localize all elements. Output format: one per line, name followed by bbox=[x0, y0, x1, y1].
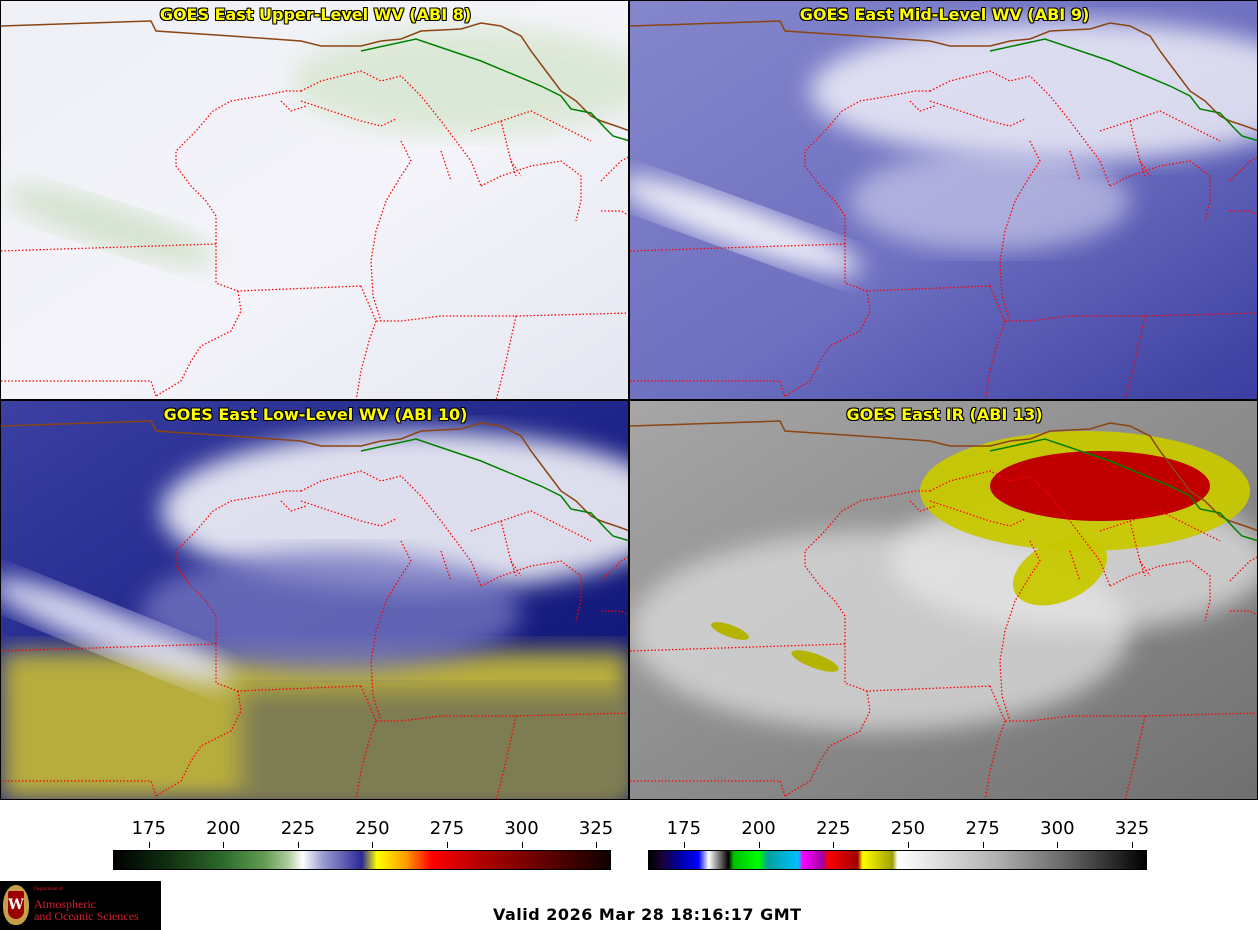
aos-logo[interactable]: W Department of Atmospheric and Oceanic … bbox=[0, 881, 161, 930]
colorbar-tick-label: 250 bbox=[355, 818, 390, 839]
colorbar-tick-label: 200 bbox=[206, 818, 241, 839]
colorbar-tick-label: 225 bbox=[816, 818, 851, 839]
colorbar-gradient bbox=[113, 850, 611, 870]
colorbar-tick-mark bbox=[446, 842, 448, 848]
colorbar-tick-mark bbox=[521, 842, 523, 848]
satellite-image-ir bbox=[630, 401, 1257, 799]
colorbar-tick-label: 200 bbox=[741, 818, 776, 839]
logo-dept-text: Department of bbox=[34, 887, 64, 892]
colorbar-tick-mark bbox=[982, 842, 984, 848]
colorbar-tick-mark bbox=[223, 842, 225, 848]
panel-ir: GOES East IR (ABI 13) bbox=[629, 400, 1258, 800]
colorbar-wv: 175 200 225 250 275 300 325 bbox=[113, 812, 614, 870]
colorbar-tick-label: 225 bbox=[280, 818, 316, 839]
colorbar-tick-label: 300 bbox=[1040, 818, 1075, 839]
panel-mid-level-wv: GOES East Mid-Level WV (ABI 9) bbox=[629, 0, 1258, 400]
colorbar-tick-mark bbox=[297, 842, 299, 848]
colorbar-ticks: 175 200 225 250 275 300 325 bbox=[113, 812, 614, 848]
colorbar-ticks: 175 200 225 250 275 300 325 bbox=[648, 812, 1150, 848]
colorbar-tick-mark bbox=[596, 842, 598, 848]
colorbar-tick-label: 275 bbox=[965, 818, 1000, 839]
logo-line1: Atmospheric bbox=[34, 897, 96, 911]
colorbar-tick-label: 175 bbox=[131, 818, 166, 839]
satellite-image-upper bbox=[1, 1, 628, 399]
satellite-image-low bbox=[1, 401, 628, 799]
colorbar-tick-mark bbox=[1132, 842, 1134, 848]
colorbar-tick-mark bbox=[758, 842, 760, 848]
colorbar-tick-label: 175 bbox=[666, 818, 702, 839]
colorbar-tick-label: 300 bbox=[504, 818, 539, 839]
colorbar-tick-mark bbox=[372, 842, 374, 848]
colorbar-gradient bbox=[648, 850, 1147, 870]
panel-low-level-wv: GOES East Low-Level WV (ABI 10) bbox=[0, 400, 629, 800]
colorbar-tick-mark bbox=[148, 842, 150, 848]
colorbar-tick-mark bbox=[833, 842, 835, 848]
colorbar-ir: 175 200 225 250 275 300 325 bbox=[648, 812, 1150, 870]
colorbar-tick-mark bbox=[683, 842, 685, 848]
satellite-image-mid bbox=[630, 1, 1257, 399]
colorbar-tick-mark bbox=[1057, 842, 1059, 848]
panel-upper-level-wv: GOES East Upper-Level WV (ABI 8) bbox=[0, 0, 629, 400]
valid-time-label: Valid 2026 Mar 28 18:16:17 GMT bbox=[493, 905, 802, 924]
uw-seal-icon: W bbox=[3, 885, 29, 925]
colorbar-tick-label: 325 bbox=[578, 818, 614, 839]
colorbar-tick-label: 325 bbox=[1114, 818, 1150, 839]
colorbar-tick-mark bbox=[907, 842, 909, 848]
logo-line2: and Oceanic Sciences bbox=[34, 909, 139, 923]
colorbar-tick-label: 250 bbox=[890, 818, 926, 839]
colorbar-tick-label: 275 bbox=[429, 818, 465, 839]
